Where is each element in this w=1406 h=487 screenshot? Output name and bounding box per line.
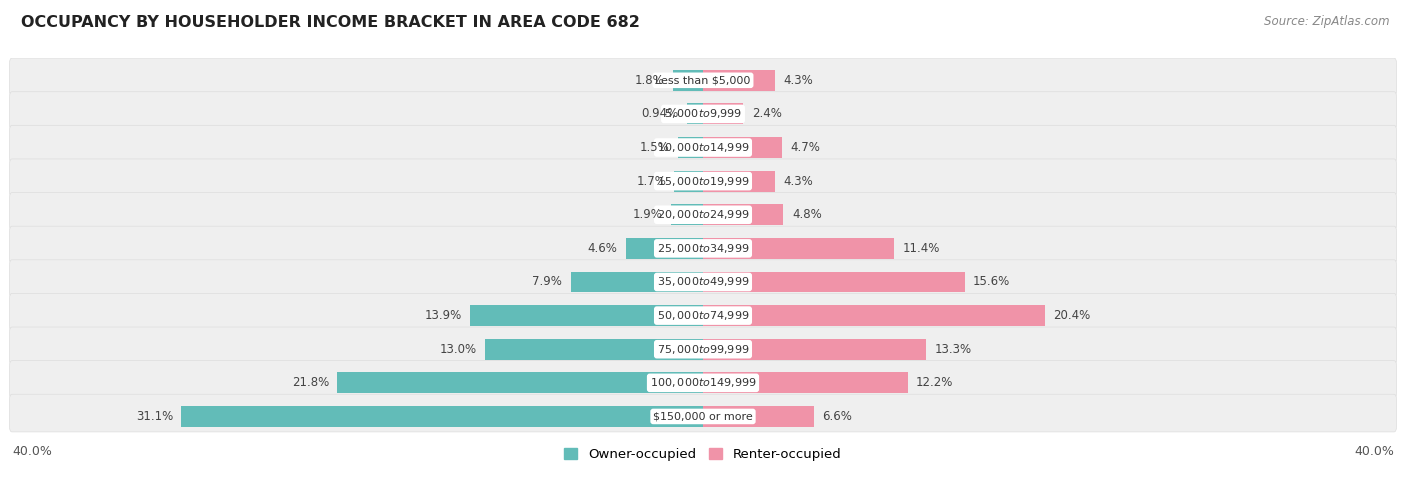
- Bar: [703, 171, 775, 191]
- Text: Source: ZipAtlas.com: Source: ZipAtlas.com: [1264, 15, 1389, 28]
- Bar: [485, 339, 703, 359]
- FancyBboxPatch shape: [10, 92, 1396, 130]
- Text: 6.6%: 6.6%: [823, 410, 852, 423]
- Bar: [703, 70, 775, 91]
- Bar: [337, 373, 703, 393]
- Text: 13.9%: 13.9%: [425, 309, 461, 322]
- Text: 31.1%: 31.1%: [136, 410, 173, 423]
- FancyBboxPatch shape: [10, 125, 1396, 163]
- Bar: [703, 205, 783, 225]
- Text: 11.4%: 11.4%: [903, 242, 941, 255]
- Bar: [671, 205, 703, 225]
- Bar: [678, 137, 703, 158]
- Text: $35,000 to $49,999: $35,000 to $49,999: [657, 276, 749, 288]
- FancyBboxPatch shape: [10, 394, 1396, 432]
- Text: 7.9%: 7.9%: [533, 276, 562, 288]
- Bar: [571, 272, 703, 292]
- Bar: [703, 272, 965, 292]
- Text: 15.6%: 15.6%: [973, 276, 1011, 288]
- Text: 21.8%: 21.8%: [292, 376, 329, 389]
- Text: $10,000 to $14,999: $10,000 to $14,999: [657, 141, 749, 154]
- Text: 1.8%: 1.8%: [634, 74, 665, 87]
- Bar: [703, 339, 927, 359]
- FancyBboxPatch shape: [10, 192, 1396, 230]
- Text: OCCUPANCY BY HOUSEHOLDER INCOME BRACKET IN AREA CODE 682: OCCUPANCY BY HOUSEHOLDER INCOME BRACKET …: [21, 15, 640, 30]
- Text: 13.3%: 13.3%: [935, 343, 972, 356]
- Bar: [181, 406, 703, 427]
- Text: 1.9%: 1.9%: [633, 208, 662, 221]
- Text: 1.5%: 1.5%: [640, 141, 669, 154]
- Text: $25,000 to $34,999: $25,000 to $34,999: [657, 242, 749, 255]
- Text: 4.3%: 4.3%: [783, 74, 813, 87]
- Text: 13.0%: 13.0%: [440, 343, 477, 356]
- Text: $100,000 to $149,999: $100,000 to $149,999: [650, 376, 756, 389]
- Text: 4.7%: 4.7%: [790, 141, 820, 154]
- FancyBboxPatch shape: [10, 361, 1396, 398]
- Bar: [675, 171, 703, 191]
- FancyBboxPatch shape: [10, 159, 1396, 197]
- Bar: [703, 406, 814, 427]
- FancyBboxPatch shape: [10, 293, 1396, 331]
- Bar: [626, 238, 703, 259]
- Text: 4.8%: 4.8%: [792, 208, 821, 221]
- Bar: [703, 305, 1045, 326]
- Text: 4.3%: 4.3%: [783, 175, 813, 187]
- Text: $5,000 to $9,999: $5,000 to $9,999: [664, 108, 742, 120]
- Bar: [470, 305, 703, 326]
- Bar: [703, 238, 894, 259]
- Bar: [703, 103, 744, 124]
- FancyBboxPatch shape: [10, 260, 1396, 298]
- Text: 2.4%: 2.4%: [752, 108, 782, 120]
- Text: Less than $5,000: Less than $5,000: [655, 75, 751, 85]
- Text: 0.94%: 0.94%: [641, 108, 679, 120]
- Text: 20.4%: 20.4%: [1053, 309, 1091, 322]
- FancyBboxPatch shape: [10, 58, 1396, 96]
- Text: $75,000 to $99,999: $75,000 to $99,999: [657, 343, 749, 356]
- Text: 4.6%: 4.6%: [588, 242, 617, 255]
- FancyBboxPatch shape: [10, 226, 1396, 264]
- Text: $150,000 or more: $150,000 or more: [654, 412, 752, 421]
- Text: $50,000 to $74,999: $50,000 to $74,999: [657, 309, 749, 322]
- FancyBboxPatch shape: [10, 327, 1396, 365]
- Bar: [673, 70, 703, 91]
- Text: 12.2%: 12.2%: [915, 376, 953, 389]
- Legend: Owner-occupied, Renter-occupied: Owner-occupied, Renter-occupied: [560, 442, 846, 466]
- Text: $15,000 to $19,999: $15,000 to $19,999: [657, 175, 749, 187]
- Text: $20,000 to $24,999: $20,000 to $24,999: [657, 208, 749, 221]
- Bar: [703, 373, 908, 393]
- Text: 1.7%: 1.7%: [637, 175, 666, 187]
- Bar: [703, 137, 782, 158]
- Bar: [688, 103, 703, 124]
